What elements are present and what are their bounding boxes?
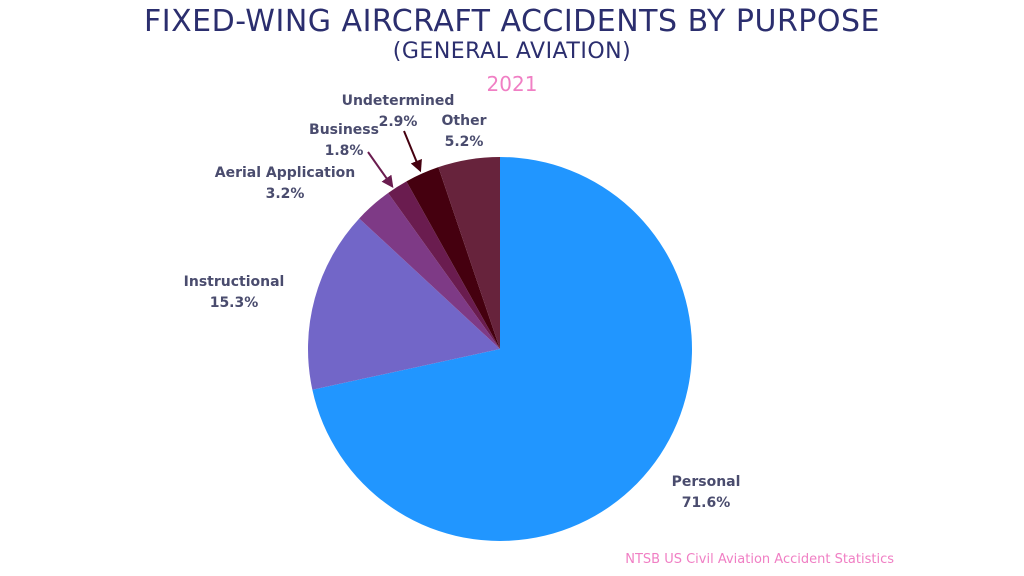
pie-slice-instructional <box>308 218 500 390</box>
slice-label-undetermined: Undetermined <box>342 93 455 109</box>
slice-label-personal: Personal <box>672 474 741 490</box>
pie-slices <box>308 157 692 542</box>
slice-label-instructional: Instructional <box>184 274 285 290</box>
slice-value-business: 1.8% <box>325 143 364 159</box>
slice-value-instructional: 15.3% <box>210 295 259 311</box>
pie-slice-aerial-application <box>359 192 500 349</box>
pie-slice-business <box>388 181 500 349</box>
chart-subtitle: (GENERAL AVIATION) <box>392 39 632 64</box>
chart-year: 2021 <box>486 72 538 96</box>
slice-value-aerial-application: 3.2% <box>266 186 305 202</box>
pie-slice-personal <box>312 157 692 542</box>
slice-value-personal: 71.6% <box>682 495 731 511</box>
slice-value-undetermined: 2.9% <box>379 114 418 130</box>
slice-value-other: 5.2% <box>445 134 484 150</box>
source-note: NTSB US Civil Aviation Accident Statisti… <box>625 552 894 567</box>
slice-labels: Personal 71.6% Instructional 15.3% Aerial Ap… <box>184 93 741 511</box>
pie-slice-other <box>438 157 500 349</box>
label-arrow-business <box>367 151 394 188</box>
slice-label-aerial-application: Aerial Application <box>215 165 355 181</box>
label-arrows <box>367 130 422 188</box>
slice-label-business: Business <box>309 122 379 138</box>
pie-slice-undetermined <box>406 167 500 349</box>
chart-title: FIXED-WING AIRCRAFT ACCIDENTS BY PURPOSE <box>143 4 880 39</box>
slice-label-other: Other <box>442 113 487 129</box>
label-arrow-undetermined <box>403 130 422 173</box>
